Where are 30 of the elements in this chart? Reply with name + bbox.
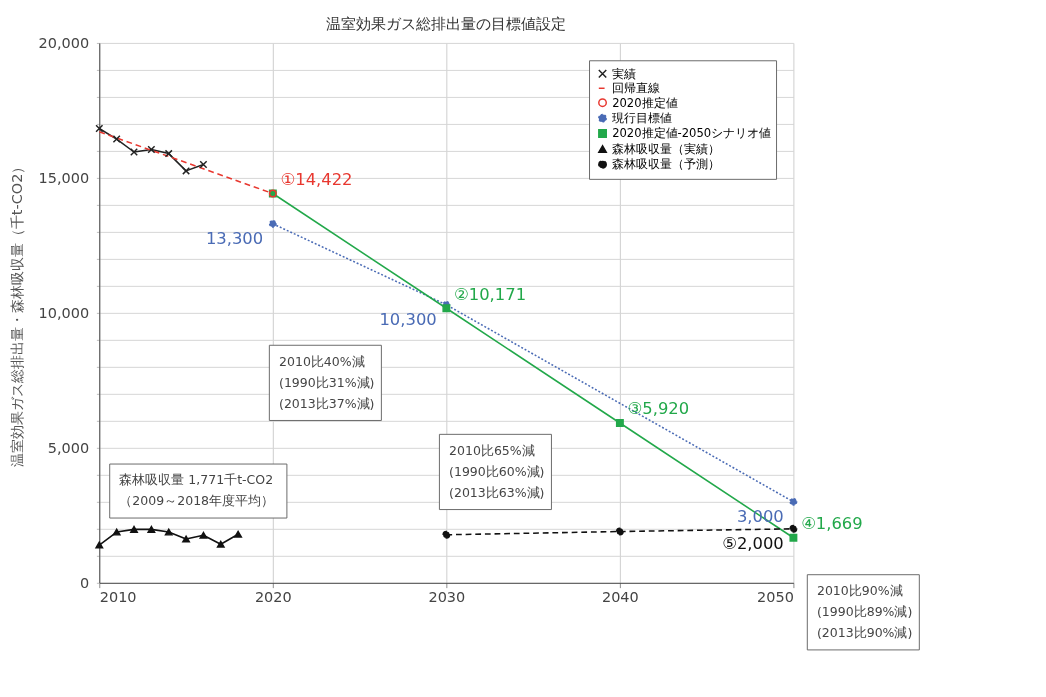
legend-label: 回帰直線 [612,81,661,96]
x-tick-label: 2050 [757,588,794,605]
data-label: ①14,422 [280,169,353,189]
legend-label: 実績 [612,66,637,81]
data-label: ④1,669 [801,514,863,534]
data-label: ②10,171 [454,284,527,304]
data-label: ⑤2,000 [722,534,784,554]
y-tick-label: 5,000 [47,440,90,457]
x-tick-label: 2010 [99,588,137,605]
x-tick-label: 2030 [428,588,466,605]
y-tick-label: 20,000 [38,35,90,52]
legend-label: 森林吸収量（予測） [612,157,721,172]
legend-label: 森林吸収量（実績） [612,141,721,156]
data-label: ③5,920 [627,399,690,419]
legend-label: 現行目標値 [612,111,673,125]
annotation: 2010比65%減 (1990比60%減) (2013比63%減) [449,442,545,501]
y-axis-title: 温室効果ガス総排出量・森林吸収量（千t-CO2） [9,159,26,468]
text: 2010比90%減 (1990比89%減) (2013比90%減) [816,582,913,641]
y-tick-label: 0 [79,575,90,592]
data-label: 13,300 [205,229,264,249]
legend-label: 2020推定値 [612,95,678,110]
y-tick-label: 10,000 [38,305,90,322]
annotation: 森林吸収量 1,771千t-CO2 （2009～2018年度平均） [119,472,275,509]
annotation: 2010比40%減 (1990比31%減) (2013比37%減) [279,353,375,411]
x-tick-label: 2040 [601,588,639,605]
legend-label: 2020推定値-2050シナリオ値 [612,126,772,141]
chart-title: 温室効果ガス総排出量の目標値設定 [326,15,567,34]
x-tick-label: 2020 [254,588,292,605]
data-label: 10,300 [379,310,437,330]
y-tick-label: 15,000 [38,170,90,187]
